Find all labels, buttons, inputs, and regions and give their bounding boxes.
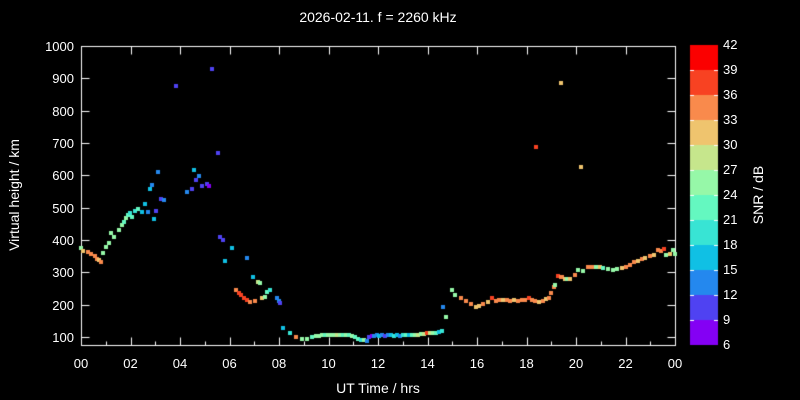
y-tick-label: 900: [52, 70, 74, 86]
y-tick-label: 300: [52, 264, 74, 280]
x-tick-label: 20: [568, 356, 584, 371]
x-axis-label: UT Time / hrs: [336, 380, 420, 396]
x-tick-label: 08: [271, 356, 287, 371]
colorbar-tick-label: 33: [723, 112, 738, 127]
y-tick-label: 500: [52, 200, 74, 216]
colorbar-tick-label: 15: [723, 262, 738, 277]
y-tick-label: 200: [52, 297, 74, 313]
y-tick-label: 400: [52, 232, 74, 248]
y-tick-label: 100: [52, 329, 74, 345]
colorbar-tick-label: 21: [723, 212, 738, 227]
y-tick-label: 800: [52, 103, 74, 119]
x-tick-label: 06: [222, 356, 237, 371]
y-tick-label: 600: [52, 167, 74, 183]
colorbar-tick-label: 6: [723, 337, 731, 352]
colorbar-tick-label: 42: [723, 37, 738, 52]
x-tick-label: 12: [370, 356, 386, 371]
x-tick-label: 02: [123, 356, 138, 371]
colorbar-tick-label: 24: [723, 187, 738, 202]
x-tick-label: 14: [420, 356, 435, 371]
chart-title: 2026-02-11. f = 2260 kHz: [299, 9, 457, 25]
colorbar-tick-label: 30: [723, 137, 738, 152]
y-tick-label: 1000: [45, 38, 74, 54]
colorbar-tick-label: 18: [723, 237, 738, 252]
colorbar-tick-label: 9: [723, 312, 731, 327]
x-tick-label: 16: [469, 356, 485, 371]
x-tick-label: 18: [519, 356, 534, 371]
colorbar-tick-label: 36: [723, 87, 738, 102]
y-tick-label: 700: [52, 135, 74, 151]
colorbar-tick-label: 39: [723, 62, 738, 77]
x-tick-label: 00: [667, 356, 683, 371]
x-tick-label: 10: [321, 356, 336, 371]
x-tick-label: 22: [618, 356, 633, 371]
x-tick-label: 04: [172, 356, 188, 371]
colorbar-tick-label: 12: [723, 287, 738, 302]
x-tick-label: 00: [73, 356, 89, 371]
colorbar-tick-label: 27: [723, 162, 738, 177]
